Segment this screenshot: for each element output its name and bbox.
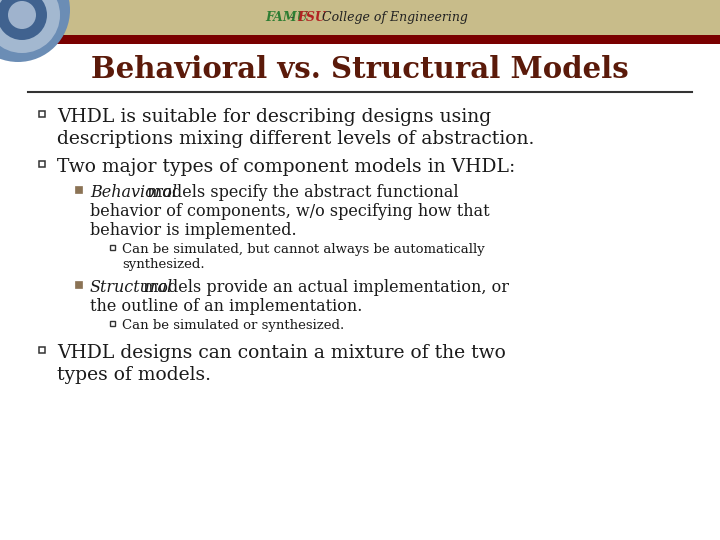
Text: behavior is implemented.: behavior is implemented.	[90, 222, 297, 239]
Circle shape	[0, 0, 70, 62]
Text: Can be simulated, but cannot always be automatically: Can be simulated, but cannot always be a…	[122, 243, 485, 256]
Bar	[74, 280, 81, 287]
Text: VHDL is suitable for describing designs using: VHDL is suitable for describing designs …	[57, 108, 491, 126]
Text: models specify the abstract functional: models specify the abstract functional	[142, 184, 459, 201]
Bar	[39, 111, 45, 117]
Bar	[109, 245, 114, 249]
Text: College of Engineering: College of Engineering	[318, 11, 468, 24]
Bar	[74, 186, 81, 192]
Text: Behavioral vs. Structural Models: Behavioral vs. Structural Models	[91, 56, 629, 84]
Text: Structural: Structural	[90, 279, 173, 296]
Circle shape	[0, 0, 60, 53]
Text: behavior of components, w/o specifying how that: behavior of components, w/o specifying h…	[90, 203, 490, 220]
Circle shape	[8, 1, 36, 29]
Bar	[0, 35, 720, 44]
Circle shape	[0, 0, 47, 40]
Text: synthesized.: synthesized.	[122, 258, 204, 271]
Text: -: -	[290, 11, 294, 24]
Text: FAMU: FAMU	[265, 11, 307, 24]
Text: models provide an actual implementation, or: models provide an actual implementation,…	[138, 279, 509, 296]
Bar	[39, 347, 45, 353]
Text: Behavioral: Behavioral	[90, 184, 177, 201]
Text: FSU: FSU	[297, 11, 325, 24]
Bar	[109, 321, 114, 326]
Text: the outline of an implementation.: the outline of an implementation.	[90, 298, 362, 315]
Text: types of models.: types of models.	[57, 366, 211, 384]
Text: descriptions mixing different levels of abstraction.: descriptions mixing different levels of …	[57, 130, 534, 148]
Bar	[0, 0, 720, 35]
Text: Can be simulated or synthesized.: Can be simulated or synthesized.	[122, 319, 344, 332]
Bar	[39, 161, 45, 167]
Text: VHDL designs can contain a mixture of the two: VHDL designs can contain a mixture of th…	[57, 344, 506, 362]
Text: Two major types of component models in VHDL:: Two major types of component models in V…	[57, 158, 516, 176]
